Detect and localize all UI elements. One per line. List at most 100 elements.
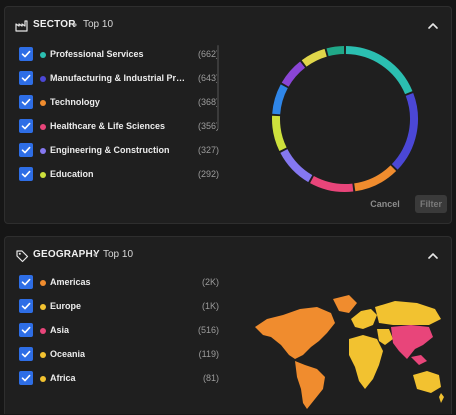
checkbox[interactable] <box>19 95 33 109</box>
item-count: (356) <box>197 121 219 131</box>
color-swatch <box>40 376 46 382</box>
check-icon <box>21 146 31 154</box>
item-label: Education <box>50 169 94 179</box>
item-count: (662) <box>197 49 219 59</box>
item-label: Asia <box>50 325 70 335</box>
check-icon <box>21 122 31 130</box>
map-region-americas <box>255 307 335 359</box>
color-swatch <box>40 124 46 130</box>
checkbox[interactable] <box>19 323 33 337</box>
donut-segment <box>310 175 354 192</box>
map-region-southeast-asia <box>411 355 427 365</box>
list-item[interactable]: Africa (81) <box>19 367 219 391</box>
list-item[interactable]: Engineering & Construction (327) <box>19 139 219 163</box>
item-count: (81) <box>202 373 219 383</box>
item-count: (2K) <box>201 277 219 287</box>
item-count: (327) <box>197 145 219 155</box>
chevron-up-icon[interactable] <box>425 248 441 264</box>
sector-donut-chart <box>272 46 418 192</box>
color-swatch <box>40 148 46 154</box>
color-swatch <box>40 352 46 358</box>
donut-segment <box>272 115 287 152</box>
item-count: (292) <box>197 169 219 179</box>
item-label: Africa <box>50 373 76 383</box>
donut-segment <box>326 46 345 57</box>
map-region-north-asia <box>375 301 441 325</box>
geography-subtitle: Top 10 <box>103 249 134 260</box>
checkbox[interactable] <box>19 299 33 313</box>
check-icon <box>21 302 31 310</box>
checkbox[interactable] <box>19 71 33 85</box>
donut-segment <box>354 165 397 192</box>
list-item[interactable]: Manufacturing & Industrial Prod... (643) <box>19 67 219 91</box>
map-region-europe <box>351 309 377 329</box>
sector-subtitle: Top 10 <box>83 19 114 30</box>
map-region-africa <box>349 335 383 389</box>
donut-segment <box>280 149 313 183</box>
item-count: (516) <box>197 325 219 335</box>
color-swatch <box>40 280 46 286</box>
color-swatch <box>40 172 46 178</box>
donut-segment <box>391 92 418 170</box>
map-region-new-zealand <box>439 393 444 403</box>
map-region-asia <box>391 325 433 359</box>
check-icon <box>21 98 31 106</box>
map-region-americas-south <box>295 361 325 409</box>
world-map <box>255 295 444 409</box>
list-item[interactable]: Europe (1K) <box>19 295 219 319</box>
cancel-button[interactable]: Cancel <box>370 199 400 209</box>
color-swatch <box>40 100 46 106</box>
geography-header[interactable]: GEOGRAPHY • Top 10 <box>5 237 451 275</box>
factory-icon <box>15 20 28 32</box>
checkbox[interactable] <box>19 371 33 385</box>
item-label: Oceania <box>50 349 86 359</box>
donut-segment <box>281 61 306 87</box>
checkbox[interactable] <box>19 143 33 157</box>
title-separator: • <box>73 18 78 32</box>
list-item[interactable]: Healthcare & Life Sciences (356) <box>19 115 219 139</box>
checkbox[interactable] <box>19 47 33 61</box>
check-icon <box>21 350 31 358</box>
map-region-middle-east <box>377 329 393 345</box>
checkbox[interactable] <box>19 275 33 289</box>
donut-segment <box>301 48 327 67</box>
filter-button[interactable]: Filter <box>415 195 447 213</box>
item-label: Engineering & Construction <box>50 145 170 155</box>
checkbox[interactable] <box>19 167 33 181</box>
geography-title: GEOGRAPHY <box>33 249 100 260</box>
map-region-oceania <box>413 371 441 393</box>
color-swatch <box>40 328 46 334</box>
item-count: (643) <box>197 73 219 83</box>
item-label: Professional Services <box>50 49 144 59</box>
item-count: (1K) <box>201 301 219 311</box>
color-swatch <box>40 52 46 58</box>
list-item[interactable]: Americas (2K) <box>19 271 219 295</box>
color-swatch <box>40 304 46 310</box>
list-item[interactable]: Technology (368) <box>19 91 219 115</box>
donut-segment <box>272 84 288 115</box>
item-count: (119) <box>198 349 219 359</box>
check-icon <box>21 278 31 286</box>
geography-panel: GEOGRAPHY • Top 10 Americas (2K) Europe (1K… <box>4 236 452 414</box>
list-item[interactable]: Professional Services (662) <box>19 43 219 67</box>
sector-scrollbar[interactable] <box>217 45 219 129</box>
sector-panel: SECTOR • Top 10 Professional Services (66… <box>4 6 452 224</box>
donut-segment <box>345 46 413 95</box>
checkbox[interactable] <box>19 347 33 361</box>
sector-header[interactable]: SECTOR • Top 10 <box>5 7 451 45</box>
map-region-greenland <box>333 295 357 313</box>
item-label: Europe <box>50 301 82 311</box>
check-icon <box>21 74 31 82</box>
sector-title: SECTOR <box>33 19 76 30</box>
list-item[interactable]: Oceania (119) <box>19 343 219 367</box>
item-label: Americas <box>50 277 91 287</box>
check-icon <box>21 170 31 178</box>
check-icon <box>21 50 31 58</box>
list-item[interactable]: Asia (516) <box>19 319 219 343</box>
item-label: Healthcare & Life Sciences <box>50 121 166 131</box>
tag-icon <box>16 250 29 263</box>
chevron-up-icon[interactable] <box>425 18 441 34</box>
list-item[interactable]: Education (292) <box>19 163 219 187</box>
checkbox[interactable] <box>19 119 33 133</box>
item-label: Manufacturing & Industrial Prod... <box>50 73 190 83</box>
